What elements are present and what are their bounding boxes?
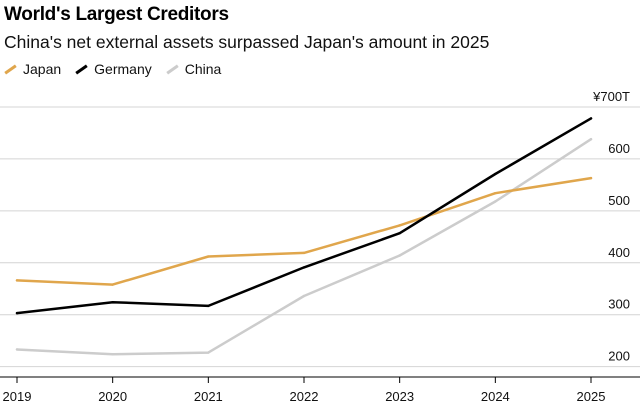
data-point-germany-2021 xyxy=(207,304,210,308)
data-point-germany-2023 xyxy=(398,231,401,235)
x-tick-label-2025: 2025 xyxy=(577,389,606,404)
data-point-china-2019 xyxy=(15,348,19,351)
data-point-germany-2025 xyxy=(589,117,593,120)
x-tick-label-2021: 2021 xyxy=(194,389,223,404)
legend-label-germany: Germany xyxy=(94,61,152,77)
y-tick-label-600: 600 xyxy=(608,141,630,156)
data-point-japan-2022 xyxy=(302,251,306,255)
data-point-china-2023 xyxy=(398,254,401,257)
legend-item-china: China xyxy=(166,61,222,77)
data-point-japan-2025 xyxy=(589,176,593,180)
legend-label-china: China xyxy=(184,61,222,77)
x-tick-label-2020: 2020 xyxy=(98,389,127,404)
legend-item-germany: Germany xyxy=(75,61,152,77)
data-point-japan-2023 xyxy=(398,224,401,227)
data-point-japan-2021 xyxy=(207,255,210,258)
data-point-china-2025 xyxy=(589,137,593,141)
y-tick-label-200: 200 xyxy=(608,349,630,364)
legend-item-japan: Japan xyxy=(4,61,61,77)
y-tick-label-500: 500 xyxy=(608,193,630,208)
data-point-germany-2022 xyxy=(302,266,306,269)
y-tick-label-700: ¥700T xyxy=(592,89,630,104)
data-point-germany-2019 xyxy=(15,311,19,315)
chart-title: World's Largest Creditors xyxy=(4,4,229,25)
y-tick-label-400: 400 xyxy=(608,245,630,260)
data-point-china-2020 xyxy=(111,352,114,356)
data-point-china-2024 xyxy=(494,200,497,203)
legend: Japan Germany China xyxy=(4,61,221,77)
x-tick-label-2022: 2022 xyxy=(290,389,319,404)
data-point-china-2021 xyxy=(207,351,210,354)
data-point-china-2022 xyxy=(302,294,306,298)
legend-label-japan: Japan xyxy=(23,61,62,77)
chart-subtitle: China's net external assets surpassed Ja… xyxy=(4,32,490,52)
data-point-germany-2020 xyxy=(111,301,114,304)
x-tick-label-2019: 2019 xyxy=(3,389,32,404)
data-point-japan-2024 xyxy=(494,191,497,195)
data-point-germany-2024 xyxy=(494,172,497,176)
y-tick-label-300: 300 xyxy=(608,297,630,312)
x-tick-label-2023: 2023 xyxy=(385,389,414,404)
series-line-china xyxy=(15,137,593,356)
x-tick-label-2024: 2024 xyxy=(481,389,510,404)
data-point-japan-2019 xyxy=(15,279,19,282)
data-point-japan-2020 xyxy=(111,283,114,286)
